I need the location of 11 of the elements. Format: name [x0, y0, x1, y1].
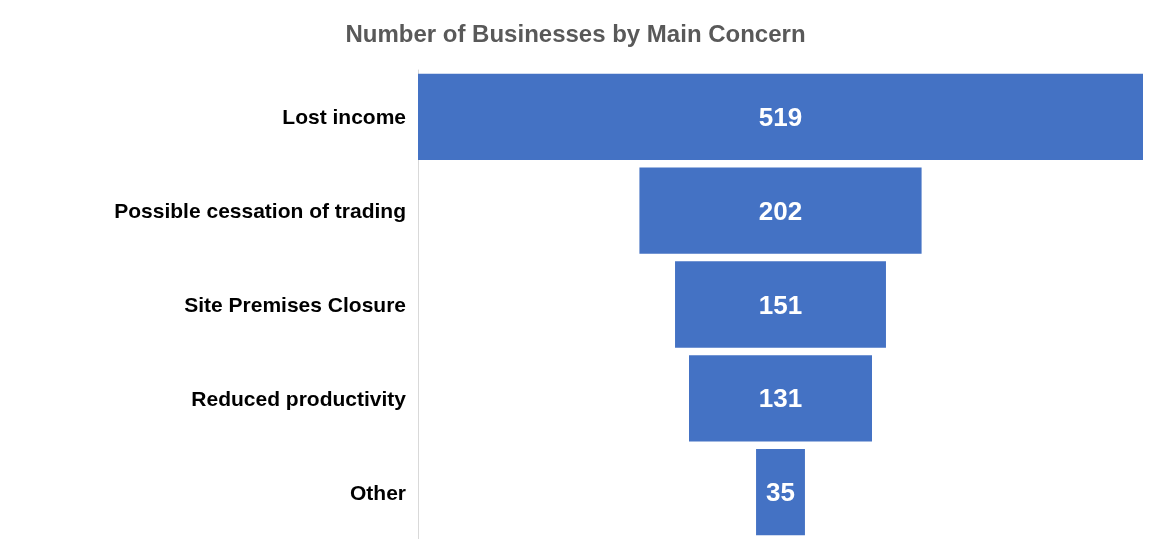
category-label: Possible cessation of trading — [114, 199, 406, 223]
data-label: 519 — [758, 101, 803, 132]
data-label: 202 — [758, 195, 803, 226]
text: Number of Businesses by Main Concern — [345, 19, 806, 47]
category-label: Site Premises Closure — [184, 293, 406, 316]
data-label: 131 — [758, 383, 803, 414]
category-label: Lost income — [282, 105, 406, 129]
data-label: 35 — [766, 477, 795, 508]
data-label: 151 — [758, 289, 803, 320]
category-label: Reduced productivity — [191, 386, 407, 410]
category-label: Other — [349, 480, 406, 504]
